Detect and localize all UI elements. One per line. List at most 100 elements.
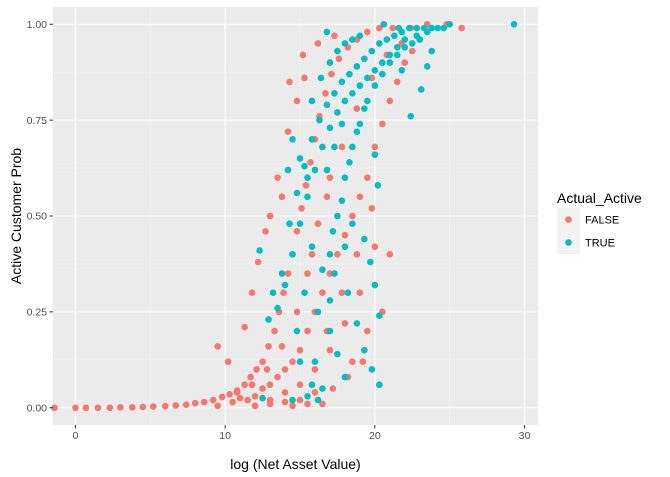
data-point-true: [405, 24, 413, 32]
data-point-false: [117, 404, 124, 411]
data-point-true: [346, 70, 353, 78]
data-point-false: [266, 400, 274, 408]
data-point-true: [374, 182, 382, 189]
y-axis-title: Active Customer Prob: [8, 148, 24, 284]
data-point-false: [323, 193, 331, 201]
data-point-true: [301, 289, 308, 297]
data-point-true: [265, 316, 272, 323]
data-point-false: [191, 399, 199, 407]
data-point-false: [308, 251, 316, 258]
data-point-true: [386, 51, 394, 59]
y-tick-label: 1.00: [27, 19, 48, 31]
data-point-true: [341, 174, 349, 181]
data-point-true: [379, 59, 386, 66]
data-point-true: [293, 189, 301, 197]
legend-label: TRUE: [585, 238, 615, 250]
data-point-true: [334, 47, 341, 55]
data-point-true: [296, 220, 304, 227]
data-point-false: [353, 105, 361, 112]
x-tick-label: 0: [73, 430, 79, 442]
data-point-false: [311, 389, 319, 396]
data-point-false: [280, 289, 287, 297]
data-point-false: [356, 193, 364, 201]
data-point-false: [266, 381, 274, 389]
data-point-false: [296, 396, 304, 404]
data-point-true: [331, 270, 338, 277]
data-point-true: [319, 385, 326, 392]
data-point-false: [389, 24, 397, 32]
data-point-false: [326, 346, 334, 354]
data-point-false: [284, 270, 292, 277]
data-point-true: [289, 136, 296, 143]
data-point-true: [349, 220, 356, 227]
data-point-true: [413, 24, 421, 32]
data-point-false: [182, 401, 190, 408]
data-point-true: [367, 258, 374, 266]
data-point-false: [241, 381, 248, 389]
data-point-true: [293, 327, 301, 335]
data-point-true: [314, 308, 322, 316]
data-point-true: [326, 124, 334, 132]
data-point-false: [286, 78, 293, 86]
data-point-true: [338, 197, 346, 204]
data-point-true: [319, 266, 326, 273]
data-point-true: [296, 358, 304, 366]
data-point-false: [335, 55, 343, 63]
data-point-true: [395, 24, 403, 32]
data-point-false: [214, 402, 221, 410]
data-point-true: [334, 212, 341, 220]
data-point-false: [319, 400, 326, 408]
data-point-true: [383, 36, 391, 43]
data-point-true: [323, 101, 331, 109]
data-point-true: [393, 51, 401, 59]
data-point-false: [248, 381, 256, 389]
data-point-true: [371, 82, 379, 89]
data-point-true: [304, 174, 311, 181]
data-point-false: [281, 366, 289, 373]
data-point-false: [386, 251, 394, 258]
data-point-true: [368, 366, 376, 373]
data-point-false: [233, 389, 241, 396]
legend-title: Actual_Active: [557, 190, 642, 206]
data-point-true: [314, 396, 322, 404]
data-point-false: [364, 327, 371, 335]
data-point-true: [393, 43, 401, 51]
y-tick-label: 0.00: [27, 402, 48, 414]
data-point-true: [326, 297, 334, 304]
data-point-true: [386, 59, 394, 66]
legend-key-point: [565, 216, 572, 223]
data-point-true: [341, 97, 349, 105]
legend-items: FALSE TRUE: [557, 208, 619, 254]
data-point-true: [349, 89, 356, 97]
data-point-false: [253, 366, 260, 373]
data-point-false: [251, 402, 259, 410]
data-point-false: [94, 404, 102, 412]
data-point-true: [346, 159, 353, 166]
x-axis-title: log (Net Asset Value): [230, 456, 360, 472]
data-point-true: [356, 32, 364, 40]
data-point-false: [371, 243, 379, 250]
data-point-true: [331, 89, 338, 97]
data-point-false: [82, 404, 90, 412]
data-point-true: [361, 346, 368, 354]
data-point-false: [263, 366, 271, 373]
data-point-false: [371, 143, 379, 151]
data-point-true: [308, 243, 316, 250]
data-point-true: [338, 120, 346, 128]
data-point-true: [376, 381, 383, 389]
data-point-false: [149, 403, 157, 410]
data-point-true: [334, 350, 341, 358]
data-point-true: [364, 74, 371, 82]
data-point-false: [364, 174, 371, 181]
data-point-true: [391, 32, 398, 40]
data-point-true: [338, 78, 346, 86]
data-point-false: [254, 258, 262, 266]
data-point-false: [301, 74, 308, 82]
data-point-false: [271, 327, 278, 335]
data-point-false: [274, 174, 281, 181]
data-point-true: [356, 82, 364, 89]
data-point-true: [304, 392, 311, 400]
data-point-true: [326, 327, 334, 335]
data-point-true: [510, 20, 518, 28]
